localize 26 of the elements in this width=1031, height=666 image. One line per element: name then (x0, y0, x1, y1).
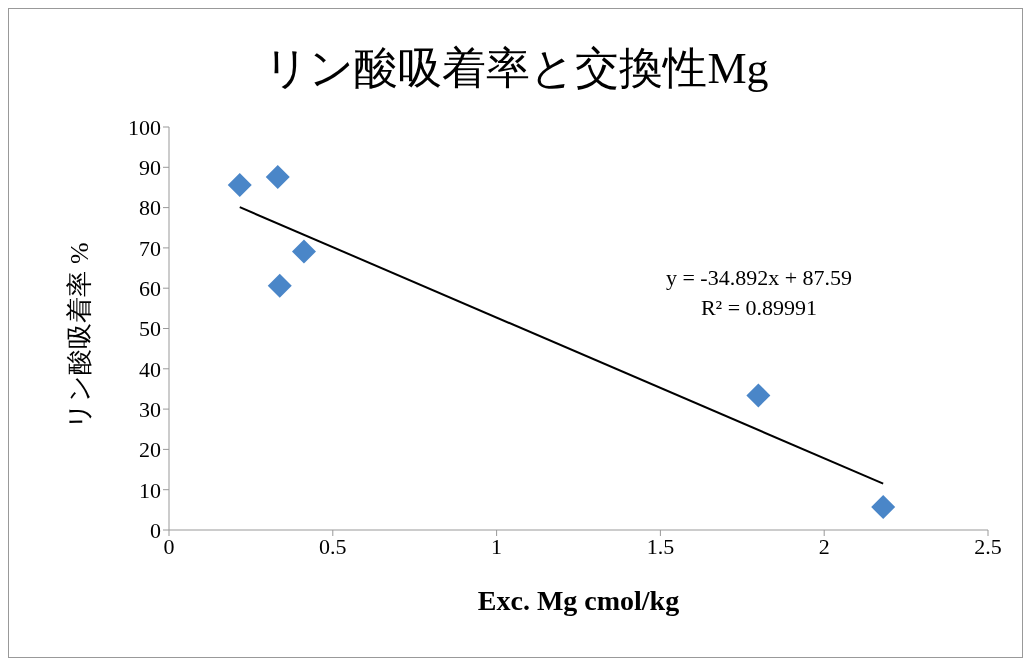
fit-equation: y = -34.892x + 87.59 R² = 0.89991 (664, 264, 854, 322)
point (871, 495, 896, 520)
y-tick-label: 40 (139, 356, 161, 382)
y-tick-label: 100 (128, 114, 161, 140)
y-tick-label: 30 (139, 396, 161, 422)
point (291, 239, 316, 264)
y-tick-label: 50 (139, 316, 161, 342)
x-tick-label: 1 (491, 533, 503, 559)
x-tick-label: 0.5 (319, 533, 347, 559)
point (265, 164, 290, 189)
x-tick-label: 2 (818, 533, 830, 559)
point (746, 383, 771, 408)
y-tick-label: 10 (139, 477, 161, 503)
y-tick-label: 80 (139, 195, 161, 221)
y-tick-label: 60 (139, 276, 161, 302)
chart-title: リン酸吸着率と交換性Mg (263, 43, 770, 95)
y-tick-label: 20 (139, 437, 161, 463)
y-tick-label: 0 (150, 517, 161, 543)
x-tick-label: 2.5 (974, 533, 1002, 559)
y-tick-label: 70 (139, 235, 161, 261)
y-tick-label: 90 (139, 155, 161, 181)
x-tick-label: 1.5 (646, 533, 675, 559)
y-axis-title: リン酸吸着率 % (65, 242, 95, 429)
point (267, 273, 292, 298)
point (227, 173, 252, 198)
x-axis-title: Exc. Mg cmol/kg (477, 585, 680, 616)
